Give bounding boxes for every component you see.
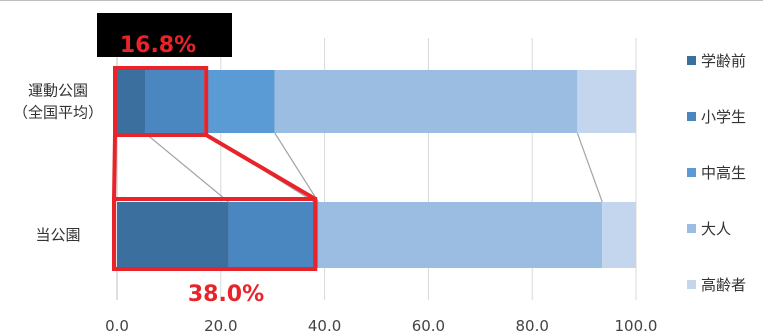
x-tick-label: 100.0 (615, 317, 658, 335)
annotation-label-background (97, 13, 232, 57)
legend-swatch (687, 112, 696, 121)
highlight-box-this-park (112, 197, 318, 271)
y-category-label: 運動公園 (28, 82, 88, 100)
legend-label: 中高生 (701, 164, 746, 182)
bar-segment (228, 202, 315, 268)
legend-label: 高齢者 (701, 276, 746, 294)
bar-segment (204, 70, 275, 133)
highlight-funnel-left (112, 134, 117, 200)
bar-segment (117, 202, 229, 268)
x-tick-label: 0.0 (105, 317, 129, 335)
series-connector-line (274, 132, 319, 203)
bar-segment (117, 70, 146, 133)
legend-label: 学齢前 (701, 52, 746, 70)
bar-segment (274, 70, 578, 133)
y-category-label: （全国平均） (13, 104, 103, 122)
series-connector-line (144, 132, 229, 203)
bar-segment (577, 70, 636, 133)
x-tick-label: 60.0 (412, 317, 445, 335)
legend-swatch (687, 56, 696, 65)
bar-segment (602, 202, 636, 268)
annotation-average-share: 16.8% (120, 33, 196, 58)
x-tick-label: 40.0 (308, 317, 341, 335)
x-tick-label: 20.0 (204, 317, 237, 335)
legend-swatch (687, 280, 696, 289)
bar-segment (318, 202, 603, 268)
legend-label: 大人 (701, 220, 731, 238)
y-category-label: 当公園 (35, 226, 80, 244)
series-connector-line (576, 132, 603, 203)
legend-swatch (687, 224, 696, 233)
x-tick-label: 80.0 (515, 317, 548, 335)
bar-segment (145, 70, 205, 133)
highlight-funnel-right (205, 133, 317, 201)
highlight-box-average (113, 66, 209, 137)
legend-swatch (687, 168, 696, 177)
legend-label: 小学生 (701, 108, 746, 126)
annotation-this-park-share: 38.0% (188, 282, 264, 307)
